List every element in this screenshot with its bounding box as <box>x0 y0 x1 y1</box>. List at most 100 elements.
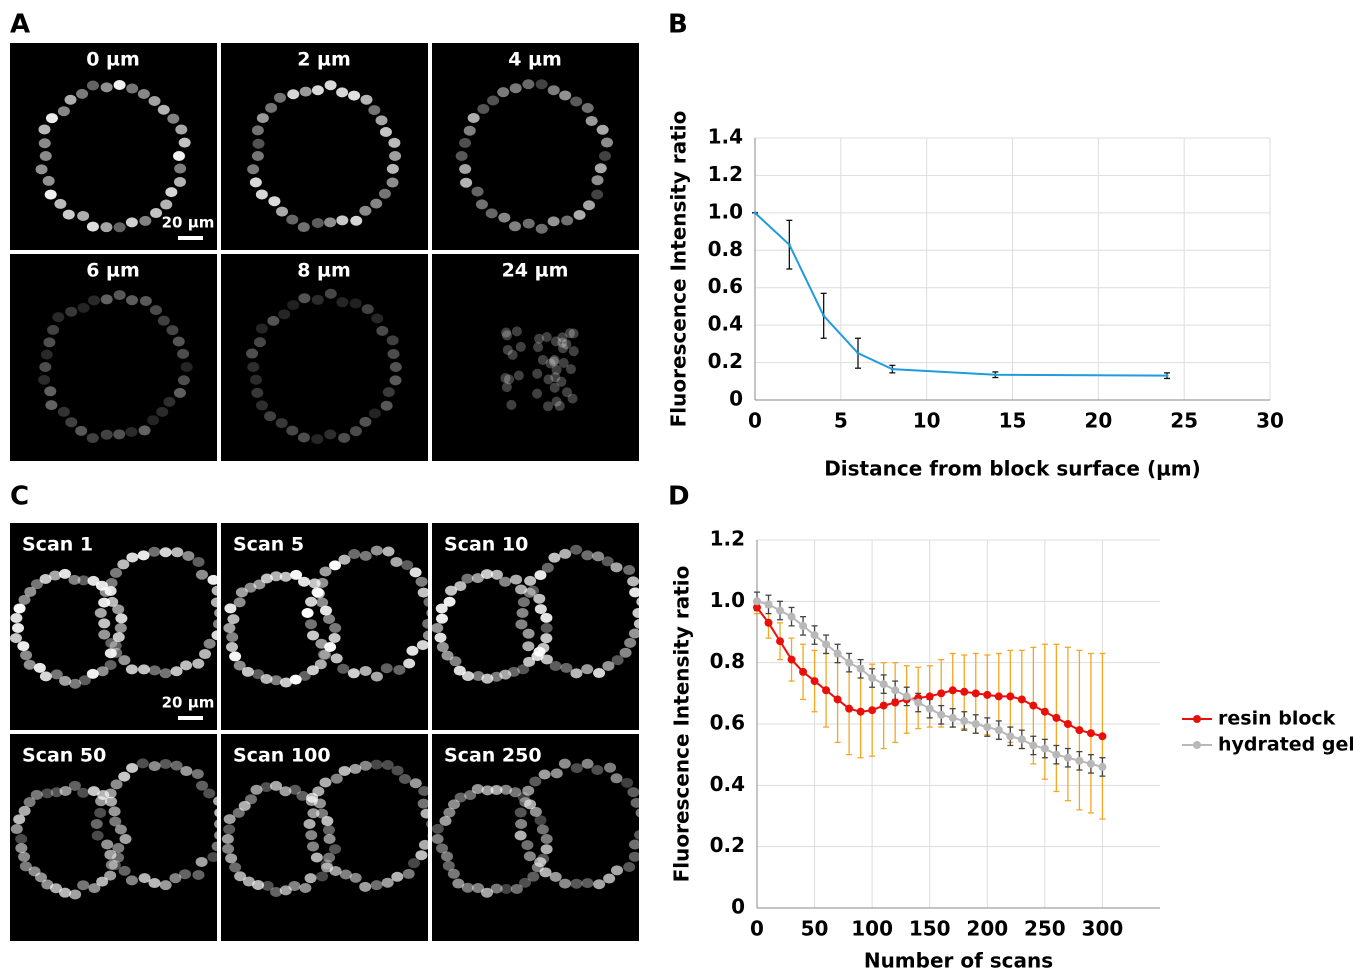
nucleus <box>98 618 111 629</box>
nucleus <box>336 297 349 308</box>
nucleus <box>112 632 125 643</box>
nucleus <box>370 880 383 891</box>
nucleus <box>370 545 383 556</box>
nucleus <box>527 871 540 882</box>
nucleus <box>570 544 583 555</box>
nucleus <box>549 355 560 366</box>
nucleus <box>126 83 139 94</box>
nucleus <box>311 434 324 445</box>
data-point <box>971 689 980 698</box>
nucleus <box>59 675 72 686</box>
nucleus <box>521 840 534 851</box>
y-axis-title: Fluorescence Intensity ratio <box>667 111 691 428</box>
nucleus <box>378 188 391 199</box>
nucleus <box>287 89 300 100</box>
nucleus <box>279 786 292 797</box>
y-tick-label: 0.2 <box>710 833 745 857</box>
nucleus <box>596 124 609 135</box>
data-point <box>1017 695 1026 704</box>
nucleus <box>330 773 343 784</box>
nucleus <box>253 337 266 348</box>
nucleus <box>442 860 455 871</box>
nucleus <box>510 574 523 585</box>
image-caption: 8 µm <box>297 260 351 282</box>
nucleus <box>118 655 131 666</box>
nucleus <box>540 612 553 623</box>
nucleus <box>192 556 205 567</box>
x-tick-label: 10 <box>913 409 941 433</box>
y-tick-label: 1.2 <box>710 527 745 551</box>
nucleus <box>234 871 247 882</box>
nucleus <box>535 223 548 234</box>
nucleus <box>624 637 637 648</box>
data-point <box>937 689 946 698</box>
nucleus <box>409 567 422 578</box>
nucleus <box>306 665 319 676</box>
nucleus <box>86 221 99 232</box>
data-point <box>776 606 785 615</box>
nucleus <box>557 332 568 343</box>
image-caption: 6 µm <box>86 260 140 282</box>
nucleus <box>13 814 26 825</box>
nucleus <box>540 623 553 633</box>
nucleus <box>538 769 551 780</box>
nucleus <box>304 873 317 884</box>
x-tick-label: 25 <box>1170 409 1198 433</box>
data-point <box>879 680 888 689</box>
nucleus <box>389 375 402 386</box>
nucleus <box>513 370 524 381</box>
nucleus <box>105 796 118 807</box>
data-point <box>971 720 980 728</box>
nucleus <box>113 222 126 233</box>
nucleus <box>113 290 126 301</box>
nucleus <box>422 618 435 629</box>
nucleus <box>431 834 444 844</box>
nucleus <box>105 638 118 649</box>
nucleus <box>522 628 535 639</box>
nucleus <box>540 844 553 855</box>
nucleus <box>389 151 402 161</box>
nucleus <box>570 763 583 774</box>
nucleus <box>289 784 302 795</box>
nucleus <box>591 189 604 200</box>
nucleus <box>500 883 513 894</box>
x-tick-label: 100 <box>851 917 893 941</box>
nucleus <box>636 596 649 607</box>
nucleus <box>159 547 172 558</box>
data-point <box>787 655 796 664</box>
nucleus <box>441 650 454 661</box>
nucleus <box>109 640 122 651</box>
nucleus <box>270 886 283 897</box>
nucleus <box>516 608 529 618</box>
nucleus <box>602 660 615 671</box>
y-tick-label: 0.8 <box>710 649 745 673</box>
nucleus <box>223 623 236 633</box>
nucleus <box>273 92 286 103</box>
nucleus <box>99 586 112 597</box>
nucleus <box>490 671 503 682</box>
data-point <box>890 367 894 371</box>
nucleus <box>157 315 170 326</box>
nucleus <box>529 776 542 787</box>
y-tick-label: 0.4 <box>710 772 745 796</box>
nucleus <box>509 787 522 798</box>
nucleus <box>113 79 126 90</box>
micrograph <box>10 254 217 461</box>
image-caption: Scan 250 <box>444 745 542 767</box>
nucleus <box>558 357 569 368</box>
nucleus <box>515 341 526 352</box>
nucleus <box>41 788 54 799</box>
nucleus <box>78 675 91 686</box>
x-axis-title: Distance from block surface (µm) <box>824 457 1201 481</box>
nucleus <box>180 766 193 777</box>
nucleus <box>436 642 449 653</box>
nucleus <box>581 550 594 561</box>
nucleus <box>324 429 337 440</box>
nucleus <box>386 335 399 346</box>
legend-label: hydrated gel <box>1218 734 1353 756</box>
nucleus <box>431 823 444 834</box>
x-tick-label: 15 <box>999 409 1027 433</box>
nucleus <box>224 603 237 614</box>
nucleus <box>94 807 107 818</box>
nucleus <box>504 374 515 385</box>
